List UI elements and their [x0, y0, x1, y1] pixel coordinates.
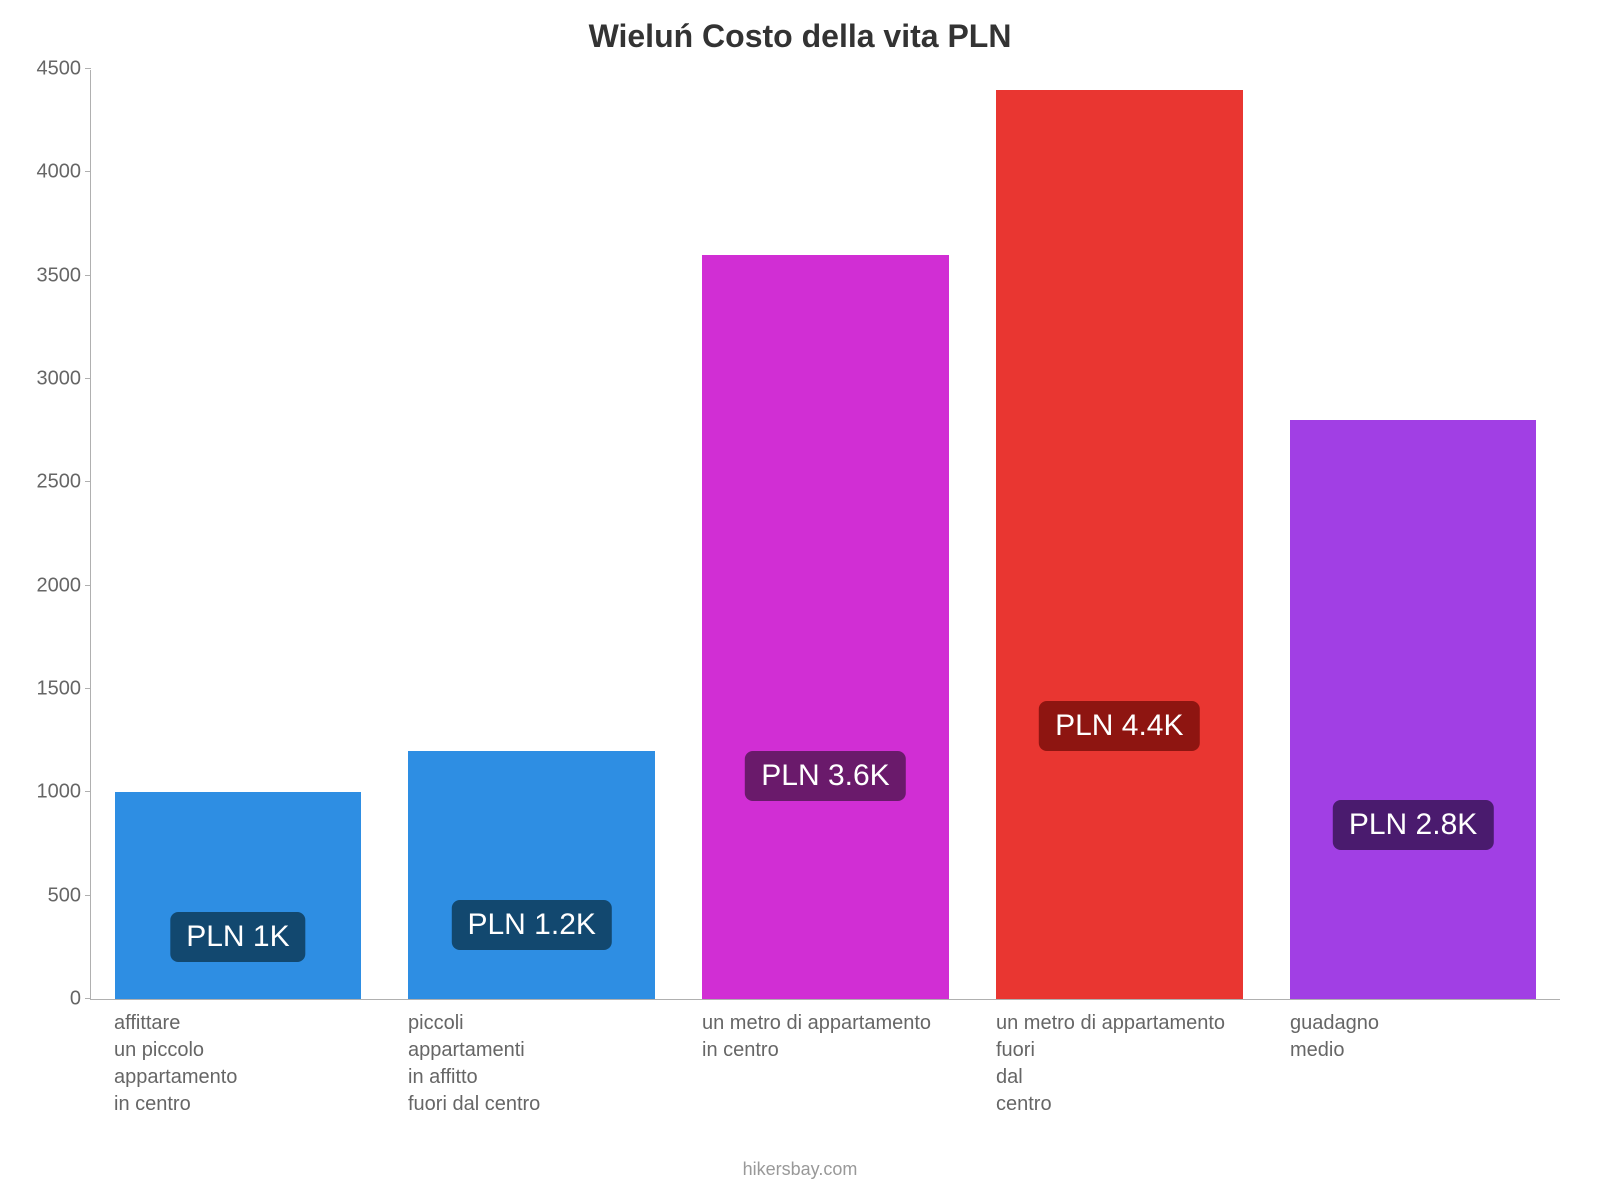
y-tick-label: 3500 — [37, 264, 82, 287]
bar-slot: PLN 3.6K — [679, 70, 973, 999]
bar-value-label: PLN 3.6K — [745, 751, 905, 801]
plot-area: PLN 1KPLN 1.2KPLN 3.6KPLN 4.4KPLN 2.8K 0… — [90, 70, 1560, 1000]
bar: PLN 4.4K — [996, 90, 1243, 999]
y-tick-mark — [85, 585, 91, 586]
bar-slot: PLN 4.4K — [972, 70, 1266, 999]
y-tick-mark — [85, 688, 91, 689]
bar-value-label: PLN 1.2K — [451, 900, 611, 950]
bar-slot: PLN 1.2K — [385, 70, 679, 999]
bar-value-label: PLN 2.8K — [1333, 800, 1493, 850]
y-tick-label: 4000 — [37, 161, 82, 184]
x-axis-label: piccoli appartamenti in affitto fuori da… — [384, 1010, 678, 1118]
y-tick-mark — [85, 68, 91, 69]
x-axis-label: guadagno medio — [1266, 1010, 1560, 1118]
y-tick-label: 1000 — [37, 781, 82, 804]
y-tick-label: 1500 — [37, 678, 82, 701]
credit-text: hikersbay.com — [0, 1159, 1600, 1180]
bar: PLN 1K — [115, 792, 362, 999]
y-tick-mark — [85, 895, 91, 896]
chart-title: Wieluń Costo della vita PLN — [0, 18, 1600, 55]
bar-slot: PLN 2.8K — [1266, 70, 1560, 999]
x-axis-label: un metro di appartamento in centro — [678, 1010, 972, 1118]
y-tick-mark — [85, 791, 91, 792]
y-tick-label: 0 — [70, 988, 81, 1011]
y-tick-mark — [85, 171, 91, 172]
y-tick-label: 4500 — [37, 58, 82, 81]
y-tick-mark — [85, 998, 91, 999]
y-tick-mark — [85, 481, 91, 482]
bar: PLN 3.6K — [702, 255, 949, 999]
x-axis-label: un metro di appartamento fuori dal centr… — [972, 1010, 1266, 1118]
bar: PLN 1.2K — [408, 751, 655, 999]
bars-group: PLN 1K PLN 1.2K PLN 3.6K PLN 4.4K PLN 2.8K — [91, 70, 1560, 999]
y-tick-mark — [85, 275, 91, 276]
bar-value-label: PLN 1K — [170, 912, 305, 962]
x-axis-labels: affittare un piccolo appartamento in cen… — [90, 1010, 1560, 1118]
bar: PLN 2.8K — [1290, 420, 1537, 999]
y-tick-label: 3000 — [37, 368, 82, 391]
y-tick-mark — [85, 378, 91, 379]
y-tick-label: 500 — [48, 884, 81, 907]
bar-slot: PLN 1K — [91, 70, 385, 999]
y-tick-label: 2500 — [37, 471, 82, 494]
y-tick-label: 2000 — [37, 574, 82, 597]
chart-container: Wieluń Costo della vita PLN PLN 1K PLN 1.… — [0, 0, 1600, 1200]
bar-value-label: PLN 4.4K — [1039, 701, 1199, 751]
x-axis-label: affittare un piccolo appartamento in cen… — [90, 1010, 384, 1118]
